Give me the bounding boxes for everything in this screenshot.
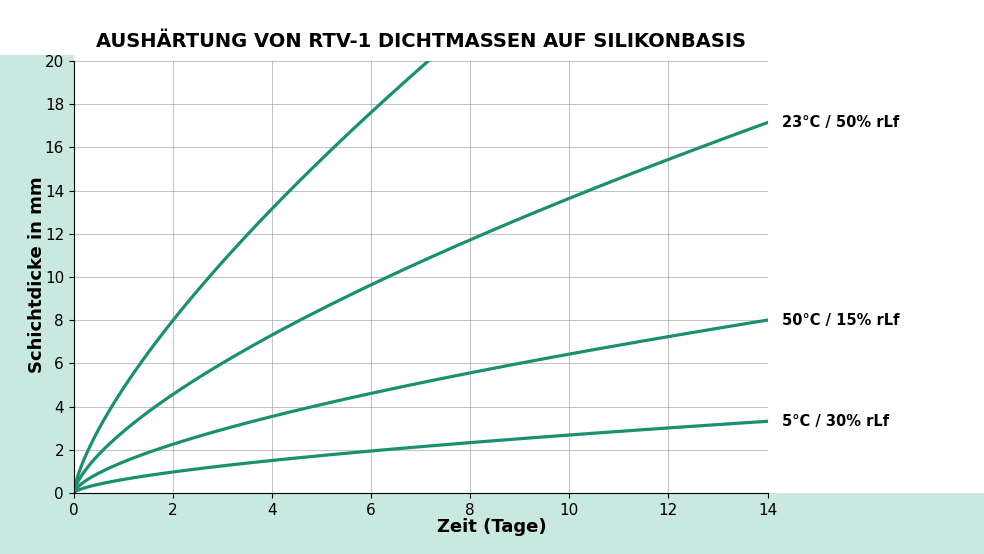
Text: Zeit (Tage): Zeit (Tage) <box>437 517 547 536</box>
Title: AUSHÄRTUNG VON RTV-1 DICHTMASSEN AUF SILIKONBASIS: AUSHÄRTUNG VON RTV-1 DICHTMASSEN AUF SIL… <box>95 32 746 51</box>
Text: 5°C / 30% rLf: 5°C / 30% rLf <box>782 414 890 429</box>
Text: 50°C / 15% rLf: 50°C / 15% rLf <box>782 312 900 327</box>
Text: 23°C / 50% rLf: 23°C / 50% rLf <box>782 115 899 130</box>
Text: Schichtdicke in mm: Schichtdicke in mm <box>28 176 46 372</box>
